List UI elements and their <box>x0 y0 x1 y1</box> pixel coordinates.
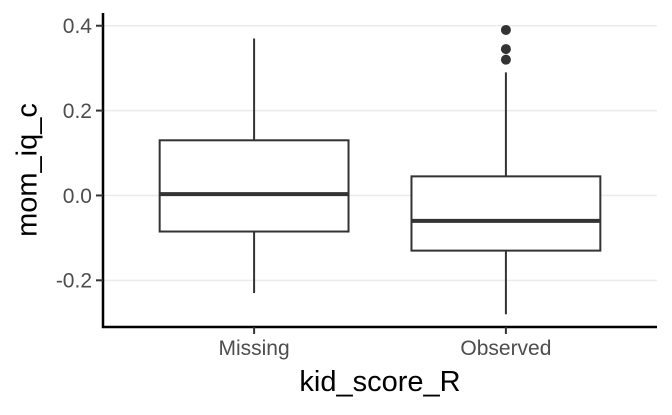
box-observed <box>410 175 602 252</box>
y-tick-label: -0.2 <box>56 270 92 293</box>
outlier-point <box>500 24 511 35</box>
x-axis-title: kid_score_R <box>299 366 461 398</box>
y-tick-label: 0.2 <box>63 100 92 123</box>
y-tick-label: 0.0 <box>63 185 92 208</box>
x-tick-label: Missing <box>218 337 289 360</box>
y-tick-label: 0.4 <box>63 15 93 38</box>
axis-lines <box>101 13 657 329</box>
box-missing <box>158 139 350 233</box>
x-tick-label: Observed <box>460 337 551 360</box>
outlier-point <box>500 44 511 55</box>
outlier-point <box>500 54 511 65</box>
y-axis-title: mom_iq_c <box>11 103 44 237</box>
